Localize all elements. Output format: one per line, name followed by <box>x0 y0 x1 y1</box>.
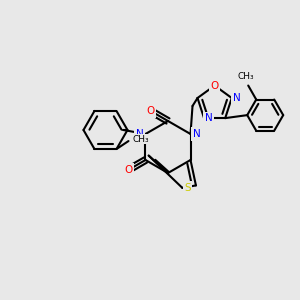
Text: N: N <box>136 129 143 139</box>
Text: N: N <box>193 129 200 139</box>
Text: O: O <box>211 81 219 91</box>
Text: CH₃: CH₃ <box>238 71 254 80</box>
Text: CH₃: CH₃ <box>133 135 149 144</box>
Text: N: N <box>205 113 213 123</box>
Text: N: N <box>233 93 241 103</box>
Text: S: S <box>184 183 191 193</box>
Text: O: O <box>147 106 155 116</box>
Text: O: O <box>124 165 132 175</box>
